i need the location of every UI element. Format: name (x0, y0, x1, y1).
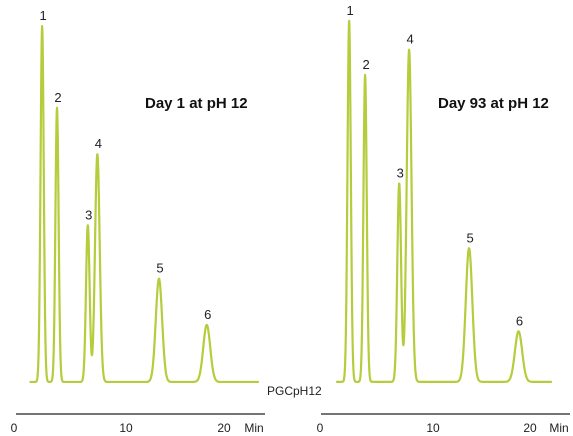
figure-caption: PGCpH12 (267, 384, 322, 398)
x-axis-unit-day-93: Min (549, 421, 568, 435)
peak-label-2-day-1: 2 (54, 90, 61, 105)
tick-label-10-day-1: 10 (119, 421, 133, 435)
peak-label-3-day-93: 3 (397, 165, 404, 180)
peak-label-5-day-93: 5 (466, 230, 473, 245)
peak-label-4-day-93: 4 (406, 32, 413, 47)
peak-label-6-day-93: 6 (516, 313, 523, 328)
tick-label-0-day-1: 0 (11, 421, 18, 435)
peak-label-4-day-1: 4 (95, 136, 102, 151)
chromatogram-trace-day-93 (335, 19, 553, 383)
chart-title-day-1: Day 1 at pH 12 (145, 95, 248, 112)
tick-label-20-day-93: 20 (523, 421, 537, 435)
peak-labels-day-93: 1 2 3 4 5 6 (346, 3, 523, 328)
peak-label-1-day-93: 1 (346, 3, 353, 18)
chart-day-93: Day 93 at pH 12 1 2 3 4 5 6 0 10 20 Min (317, 3, 570, 435)
peak-label-6-day-1: 6 (204, 307, 211, 322)
peak-labels-day-1: 1 2 3 4 5 6 (39, 8, 211, 322)
peak-label-5-day-1: 5 (156, 261, 163, 276)
x-axis-unit-day-1: Min (244, 421, 263, 435)
chromatogram-trace-day-1 (29, 25, 260, 384)
tick-label-20-day-1: 20 (217, 421, 231, 435)
tick-label-0-day-93: 0 (317, 421, 324, 435)
peak-label-3-day-1: 3 (85, 207, 92, 222)
chart-title-day-93: Day 93 at pH 12 (438, 95, 549, 112)
tick-label-10-day-93: 10 (426, 421, 440, 435)
peak-label-1-day-1: 1 (39, 8, 46, 23)
peak-label-2-day-93: 2 (362, 57, 369, 72)
chart-day-1: Day 1 at pH 12 1 2 3 4 5 6 0 10 20 Min (11, 8, 265, 435)
